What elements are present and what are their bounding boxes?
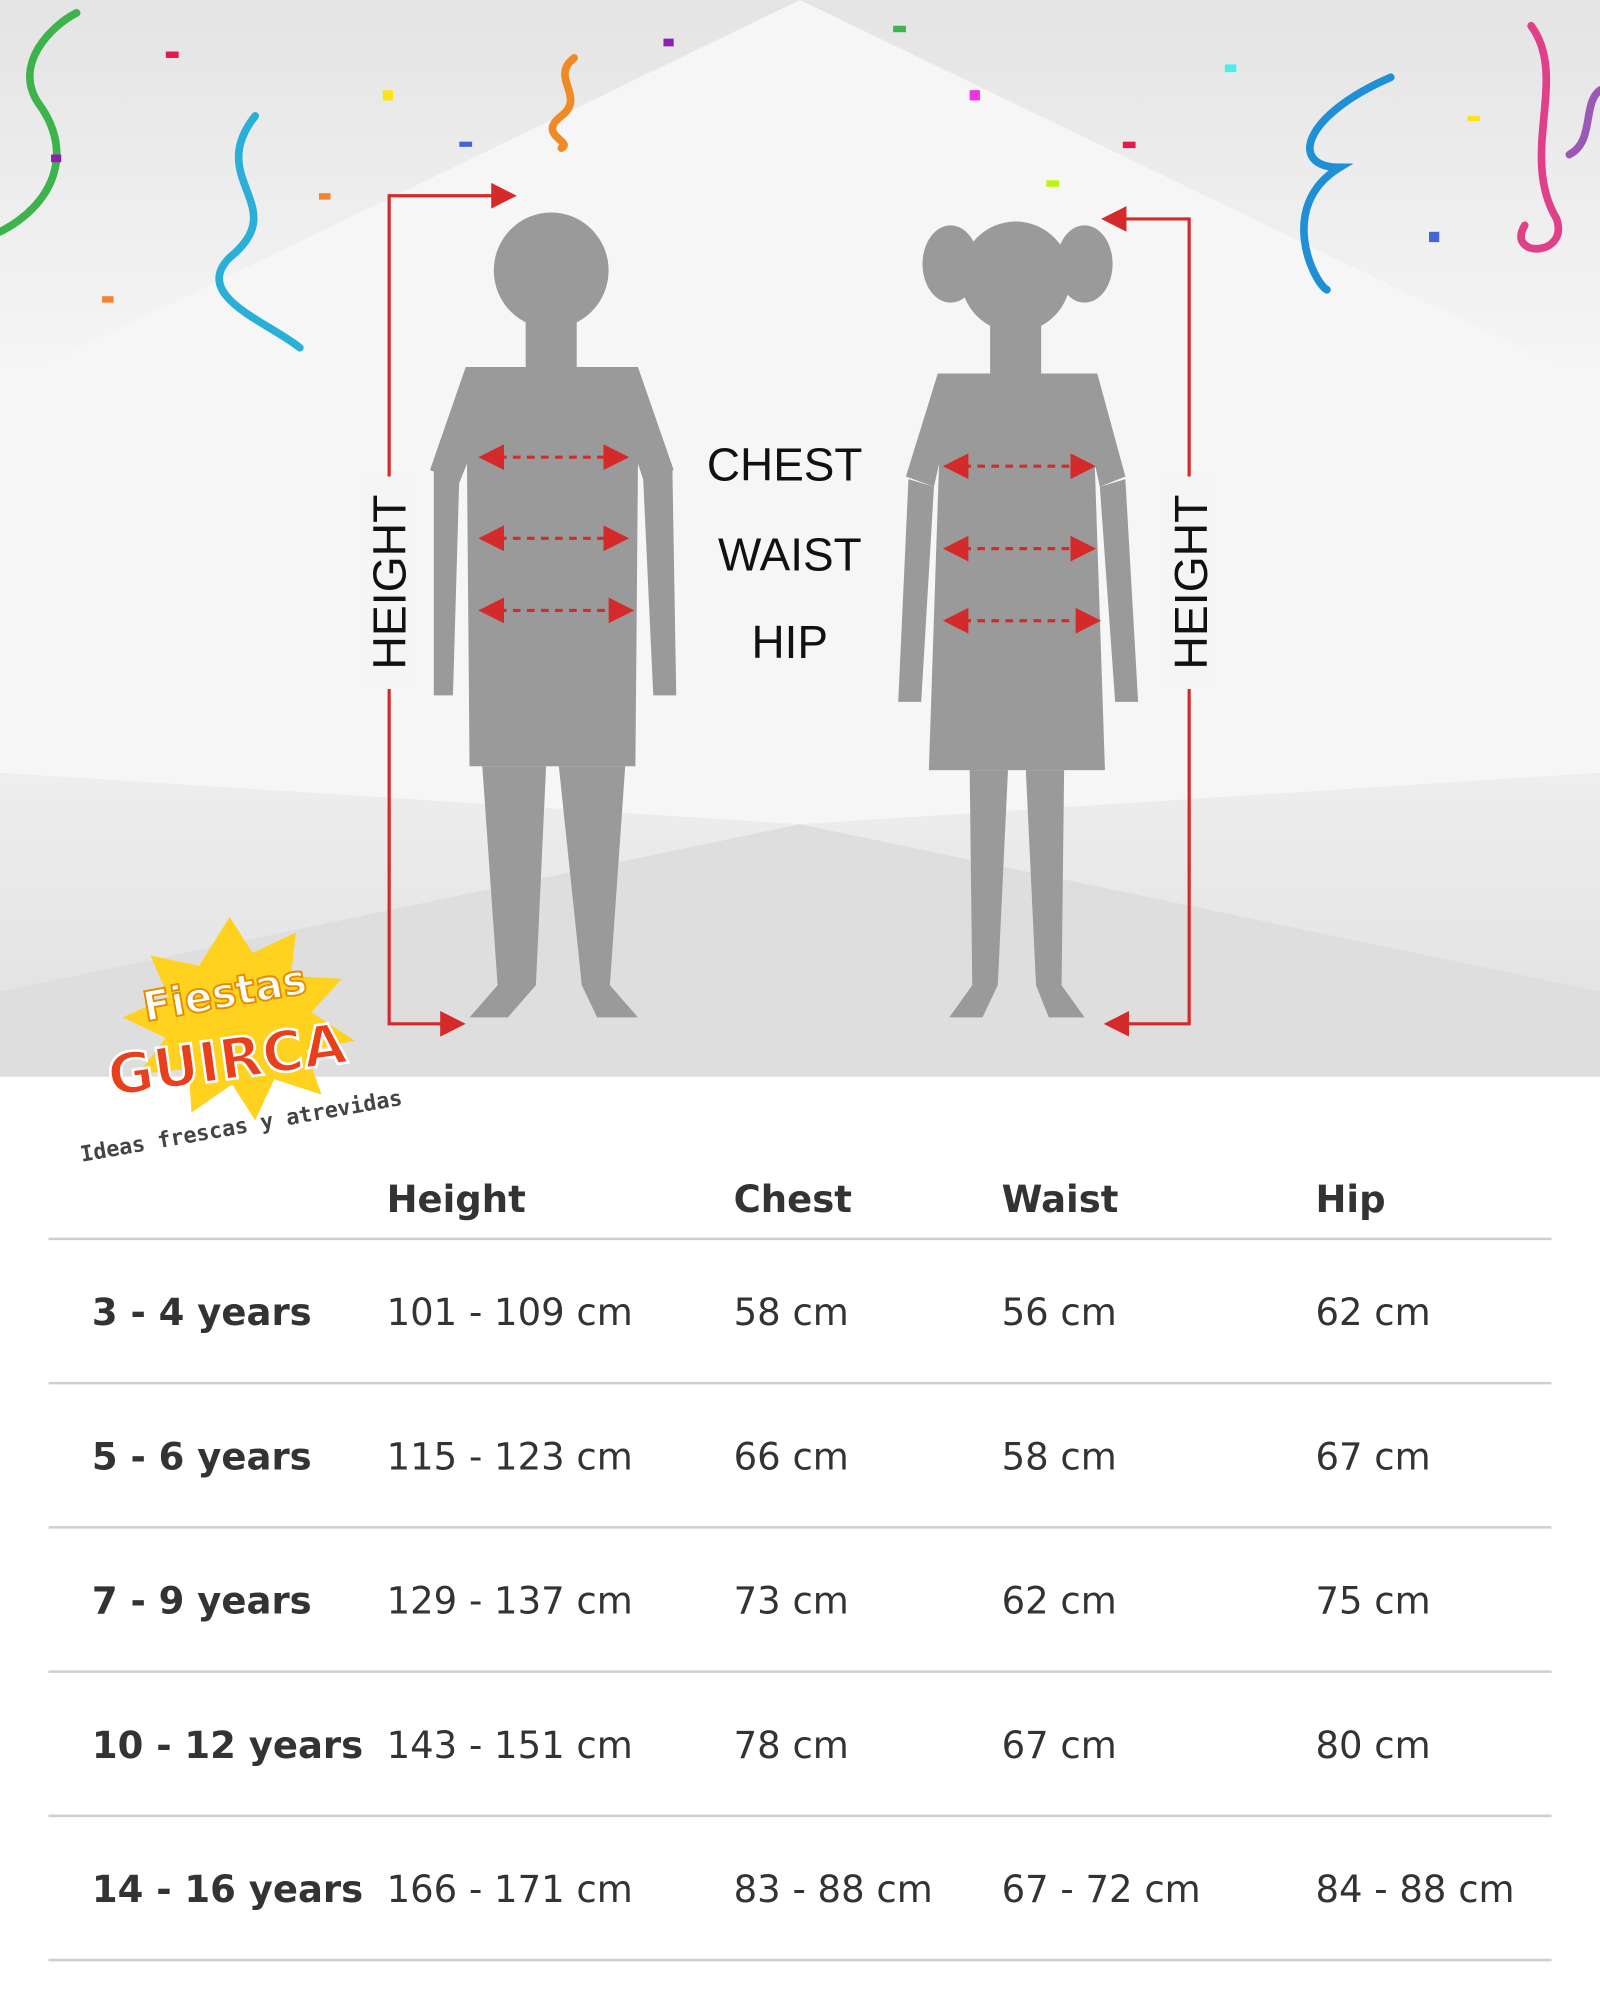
table-cell: 115 - 123 cm bbox=[387, 1434, 633, 1478]
table-cell: 62 cm bbox=[1002, 1578, 1117, 1622]
label-backdrop bbox=[1163, 476, 1215, 689]
label-backdrop bbox=[363, 476, 415, 689]
table-cell: 66 cm bbox=[734, 1434, 849, 1478]
height-label: HEIGHT bbox=[1165, 495, 1217, 670]
table-cell: 80 cm bbox=[1315, 1723, 1430, 1767]
column-header: Chest bbox=[734, 1177, 852, 1221]
height-label: HEIGHT bbox=[364, 495, 416, 670]
table-cell: 75 cm bbox=[1315, 1578, 1430, 1622]
confetti bbox=[0, 9, 1600, 352]
row-label: 10 - 12 years bbox=[92, 1723, 363, 1767]
table-cell: 67 - 72 cm bbox=[1002, 1867, 1201, 1911]
chest-label: CHEST bbox=[707, 438, 863, 490]
table-cell: 58 cm bbox=[1002, 1434, 1117, 1478]
illustration: CHEST WAIST HIP HEIGHT HEIGHT bbox=[0, 0, 1600, 1077]
confetti-dots bbox=[51, 25, 1481, 303]
column-header: Waist bbox=[1002, 1177, 1119, 1221]
hip-label: HIP bbox=[752, 616, 829, 668]
table-cell: 166 - 171 cm bbox=[387, 1867, 633, 1911]
table-cell: 62 cm bbox=[1315, 1290, 1430, 1334]
row-label: 14 - 16 years bbox=[92, 1867, 363, 1911]
column-header: Hip bbox=[1315, 1177, 1385, 1221]
table-cell: 143 - 151 cm bbox=[387, 1723, 633, 1767]
table-cell: 67 cm bbox=[1002, 1723, 1117, 1767]
size-table: Height Chest Waist Hip 3 - 4 years 101 - 109 … bbox=[48, 1177, 1552, 1962]
row-label: 7 - 9 years bbox=[92, 1578, 312, 1622]
table-cell: 84 - 88 cm bbox=[1315, 1867, 1514, 1911]
table-cell: 73 cm bbox=[734, 1578, 849, 1622]
background-floor bbox=[0, 824, 1600, 1077]
table-cell: 78 cm bbox=[734, 1723, 849, 1767]
waist-label: WAIST bbox=[718, 528, 862, 580]
row-label: 5 - 6 years bbox=[92, 1434, 312, 1478]
table-cell: 101 - 109 cm bbox=[387, 1290, 633, 1334]
table-cell: 58 cm bbox=[734, 1290, 849, 1334]
table-cell: 67 cm bbox=[1315, 1434, 1430, 1478]
table-cell: 83 - 88 cm bbox=[734, 1867, 933, 1911]
table-cell: 129 - 137 cm bbox=[387, 1578, 633, 1622]
table-cell: 56 cm bbox=[1002, 1290, 1117, 1334]
logo-burst bbox=[122, 916, 355, 1121]
column-header: Height bbox=[387, 1177, 526, 1221]
row-label: 3 - 4 years bbox=[92, 1290, 312, 1334]
